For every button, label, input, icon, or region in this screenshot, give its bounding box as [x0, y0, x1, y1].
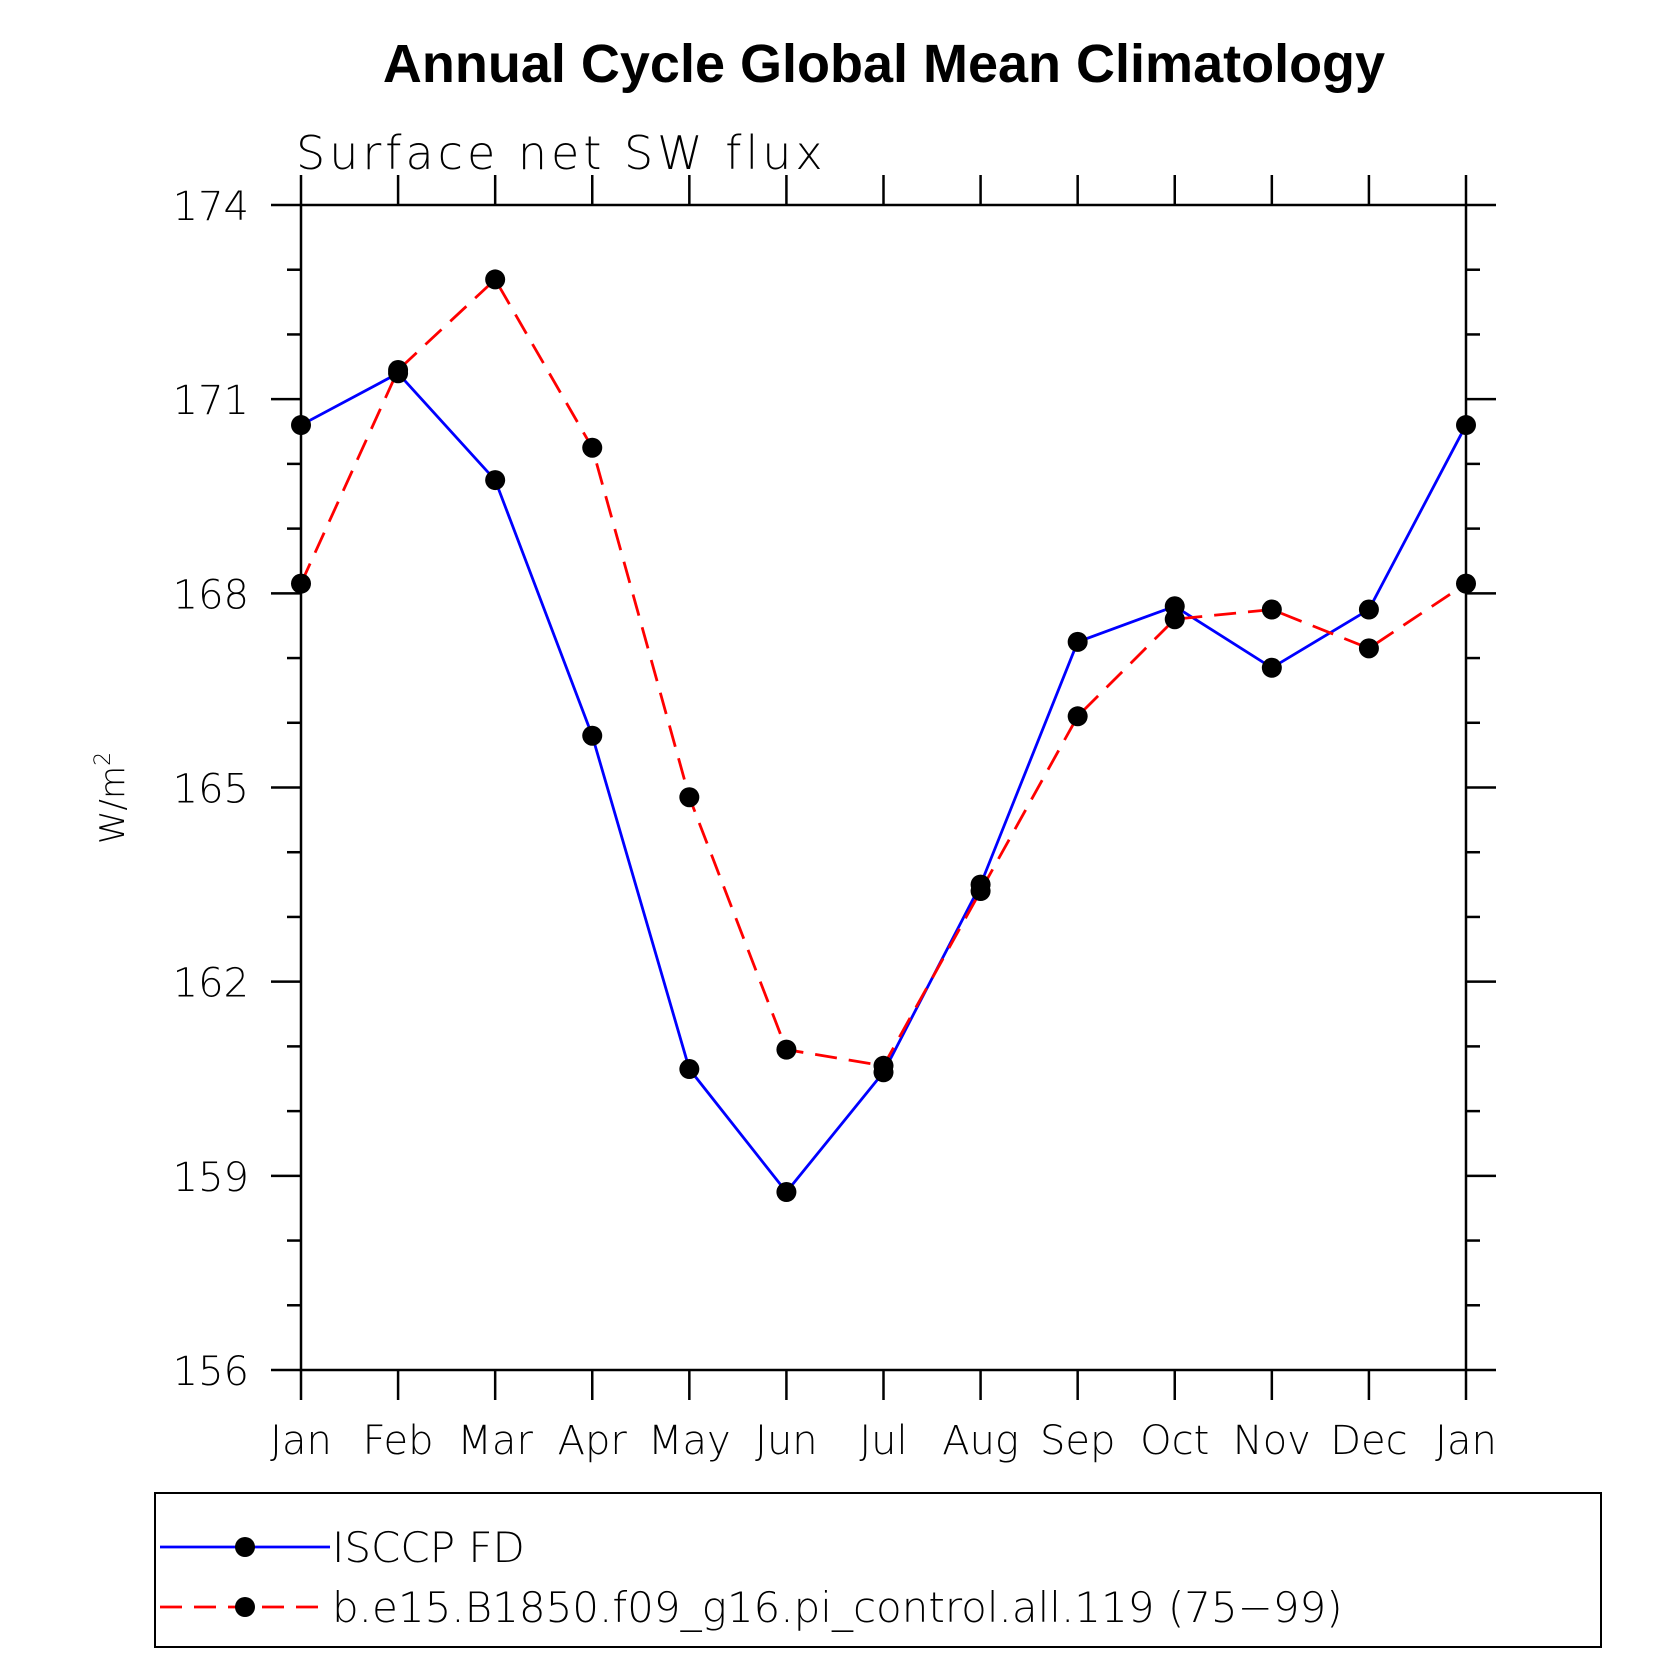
series-1-point — [582, 725, 603, 746]
series-2-point — [1456, 573, 1476, 594]
x-tick-label: Sep — [1040, 1418, 1115, 1464]
legend-marker-2 — [235, 1597, 255, 1617]
y-tick-label: 165 — [173, 767, 249, 813]
y-tick-label: 171 — [173, 378, 249, 424]
series-1-point — [1067, 631, 1088, 652]
series-1-point — [1456, 415, 1476, 436]
series-2-point — [1261, 599, 1282, 620]
x-tick-label: Nov — [1233, 1418, 1311, 1464]
series-line-2 — [299, 277, 1467, 1068]
series-1-point — [1358, 599, 1379, 620]
series-2-point — [873, 1055, 894, 1076]
chart-subtitle: Surface net SW flux — [296, 126, 827, 180]
x-tick-label: Jan — [1435, 1418, 1497, 1464]
legend-marker-1 — [235, 1537, 255, 1557]
chart-title: Annual Cycle Global Mean Climatology — [383, 34, 1385, 94]
y-axis-label-superscript: 2 — [91, 752, 116, 766]
x-tick-label: Aug — [942, 1418, 1019, 1464]
x-tick-label: Jan — [270, 1418, 332, 1464]
series-2-point — [679, 787, 700, 808]
series-2-point — [485, 269, 506, 290]
legend: ISCCP FD b.e15.B1850.f09_g16.pi_control.a… — [154, 1492, 1602, 1648]
legend-label-2: b.e15.B1850.f09_g16.pi_control.all.119 (… — [332, 1583, 1343, 1632]
series-2-point — [388, 360, 409, 381]
x-tick-label: Jun — [755, 1418, 818, 1464]
y-tick-label: 174 — [173, 184, 249, 230]
series-1-point — [485, 470, 506, 491]
series-1-point — [776, 1182, 797, 1203]
series-1-point — [291, 415, 311, 436]
y-tick-label: 162 — [173, 961, 249, 1007]
x-tick-label: Feb — [363, 1418, 434, 1464]
legend-label-1: ISCCP FD — [332, 1523, 525, 1572]
y-axis-label: W/m2 — [91, 752, 133, 844]
y-tick-label: 159 — [173, 1155, 249, 1201]
x-tick-label: Mar — [457, 1418, 533, 1464]
x-tick-label: Oct — [1140, 1418, 1209, 1464]
series-2-point — [291, 573, 311, 594]
x-tick-label: Apr — [558, 1418, 628, 1464]
y-tick-label: 168 — [173, 572, 249, 618]
plot-frame — [299, 203, 1468, 1372]
legend-box — [154, 1492, 1602, 1648]
series-2-point — [970, 881, 991, 902]
series-1-point — [1261, 657, 1282, 678]
y-tick-label: 156 — [173, 1349, 249, 1395]
series-2-point — [1067, 706, 1088, 727]
series-2-point — [776, 1039, 797, 1060]
x-tick-label: May — [648, 1418, 731, 1464]
series-2-point — [582, 437, 603, 458]
plot-area: 156 159 162 165 168 171 174 Jan Feb Mar Apr May Jun J… — [173, 175, 1497, 1464]
x-tick-label: Dec — [1330, 1418, 1407, 1464]
legend-items: ISCCP FD b.e15.B1850.f09_g16.pi_control.a… — [160, 1523, 1343, 1632]
x-tick-label: Jul — [859, 1418, 907, 1464]
series-1-point — [679, 1059, 700, 1080]
series-2-point — [1358, 638, 1379, 659]
series-2-point — [1164, 609, 1185, 630]
